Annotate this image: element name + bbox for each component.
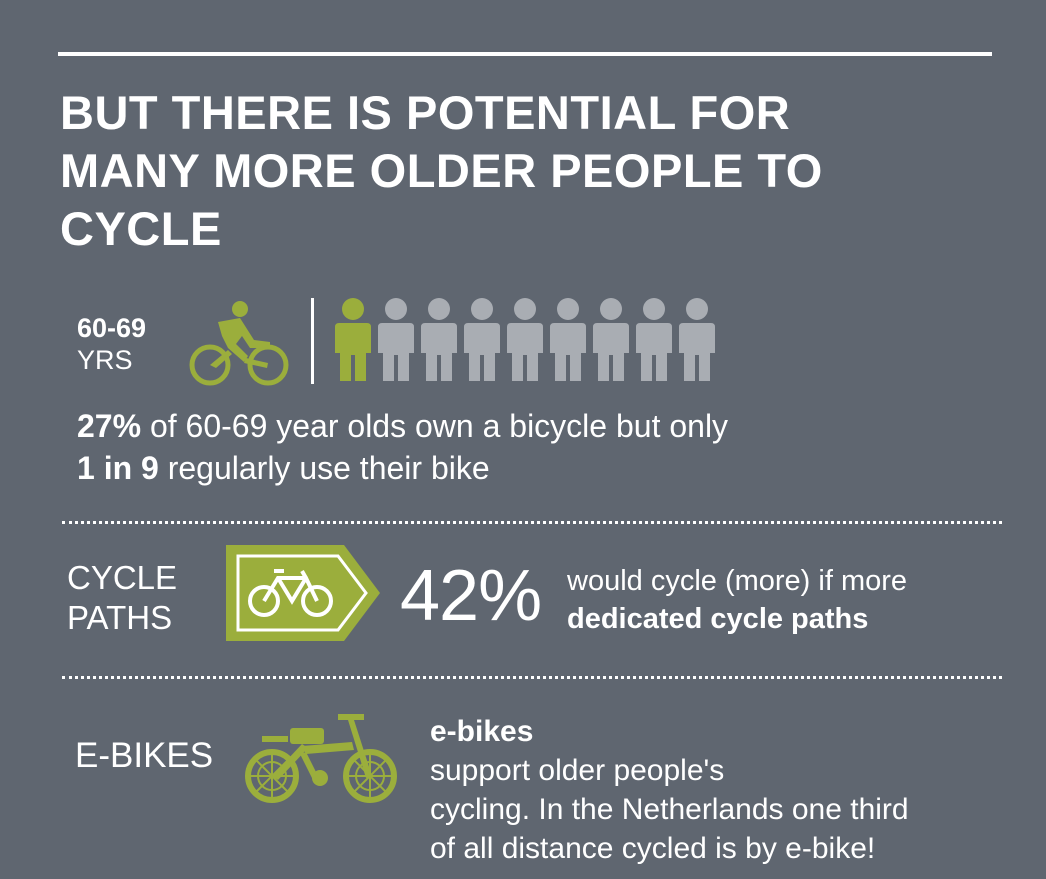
- dotted-separator-1: [62, 521, 1002, 524]
- ebikes-label: E-BIKES: [75, 736, 214, 775]
- ownership-line-1: 27% of 60-69 year olds own a bicycle but…: [77, 405, 977, 447]
- cycle-paths-label: CYCLE PATHS: [67, 558, 177, 638]
- headline-line-1: BUT THERE IS POTENTIAL FOR: [60, 86, 791, 139]
- ebikes-line-1-text: support older people's: [430, 754, 725, 787]
- cycle-paths-text: would cycle (more) if more dedicated cyc…: [567, 562, 1027, 638]
- ebikes-lead: e-bikes: [430, 715, 534, 748]
- cycle-path-sign-icon: [226, 545, 380, 641]
- person-icon: [550, 298, 586, 381]
- age-unit: YRS: [77, 345, 133, 375]
- ownership-line-2: 1 in 9 regularly use their bike: [77, 447, 977, 489]
- age-group-label: 60-69 YRS: [77, 312, 146, 376]
- ownership-line-2-text: regularly use their bike: [158, 450, 490, 486]
- cycle-paths-percentage: 42%: [400, 556, 542, 636]
- ebike-icon: [245, 714, 397, 803]
- person-icon: [636, 298, 672, 381]
- ownership-line-1-text: of 60-69 year olds own a bicycle but onl…: [141, 408, 729, 444]
- person-icon: [507, 298, 543, 381]
- person-highlighted-icon: [335, 298, 371, 381]
- person-icon: [421, 298, 457, 381]
- ebikes-text-line-2: cycling. In the Netherlands one third: [430, 793, 909, 826]
- ebikes-text: e-bikes support older people's cycling. …: [430, 712, 1030, 868]
- cycle-paths-label-line-2: PATHS: [67, 599, 173, 636]
- usage-ratio: 1 in 9: [77, 450, 159, 486]
- person-icon: [679, 298, 715, 381]
- cycle-paths-text-line-1: would cycle (more) if more: [567, 565, 908, 597]
- cycle-paths-label-line-1: CYCLE: [67, 559, 178, 596]
- dotted-separator-2: [62, 676, 1002, 679]
- headline: BUT THERE IS POTENTIAL FOR MANY MORE OLD…: [60, 84, 960, 258]
- ownership-pct: 27%: [77, 408, 142, 444]
- person-icon: [464, 298, 500, 381]
- person-icon: [593, 298, 629, 381]
- headline-line-2: MANY MORE OLDER PEOPLE TO: [60, 144, 823, 197]
- person-icon: [378, 298, 414, 381]
- people-row: [335, 297, 715, 383]
- vertical-divider: [311, 298, 314, 384]
- ebikes-text-line-3: of all distance cycled is by e-bike!: [430, 832, 876, 865]
- cyclist-icon: [189, 301, 289, 386]
- cycle-paths-text-line-2: dedicated cycle paths: [567, 603, 869, 635]
- top-rule: [58, 52, 992, 56]
- age-range: 60-69: [77, 313, 147, 343]
- headline-line-3: CYCLE: [60, 202, 222, 255]
- ebikes-text-line-1: e-bikes support older people's: [430, 712, 1030, 790]
- ownership-stat: 27% of 60-69 year olds own a bicycle but…: [77, 405, 977, 489]
